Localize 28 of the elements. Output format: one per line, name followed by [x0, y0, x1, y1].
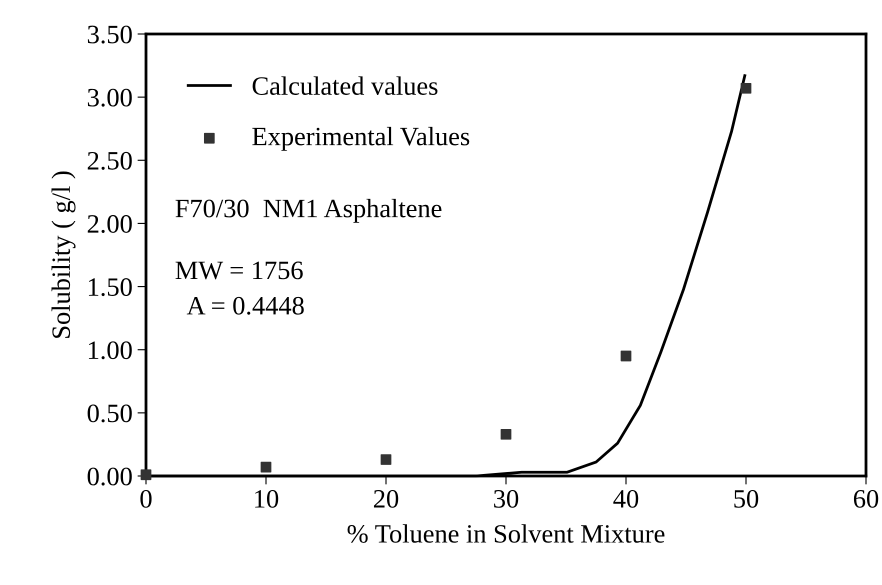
x-tick-label: 20: [374, 490, 398, 508]
point: [140, 469, 152, 480]
point: [740, 82, 752, 94]
y-tick-label: 3.50: [88, 26, 132, 44]
annotation: F70/30 NM1 Asphaltene: [176, 198, 442, 223]
x-axis-title: % Toluene in Solvent Mixture: [348, 524, 664, 543]
y-tick-label: 3.00: [88, 88, 132, 107]
legend-label: Experimental Values: [252, 126, 470, 151]
point: [380, 454, 392, 465]
y-tick-label: 1.00: [88, 341, 132, 360]
y-tick-label: 2.00: [88, 215, 132, 233]
y-tick-label: 2.50: [88, 152, 132, 170]
annotation: A = 0.4448: [186, 296, 304, 315]
x-tick-label: 40: [613, 490, 638, 508]
y-tick-label: 0.00: [88, 468, 132, 486]
x-tick-label: 50: [734, 490, 758, 508]
y-tick-label: 1.50: [88, 278, 132, 296]
x-tick-label: 0: [140, 490, 152, 508]
annotation: MW = 1756: [176, 262, 303, 280]
x-tick-label: 10: [255, 490, 278, 508]
point: [620, 350, 632, 362]
legend-label: Calculated values: [252, 76, 438, 95]
y-axis-title: Solubility ( g/l ): [52, 171, 76, 338]
point: [260, 462, 272, 473]
point: [500, 428, 512, 440]
x-tick-label: 60: [854, 490, 878, 508]
y-tick-label: 0.50: [88, 404, 132, 422]
x-tick-label: 30: [494, 490, 518, 508]
